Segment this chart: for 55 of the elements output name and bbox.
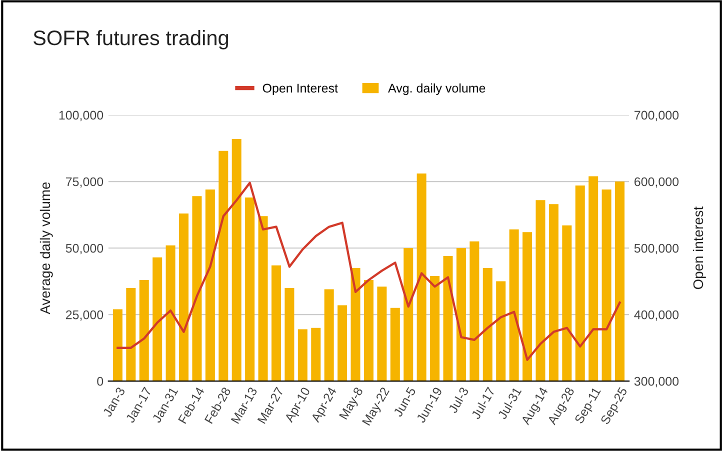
y-tick-label: 75,000 (66, 177, 104, 188)
bar (509, 229, 519, 382)
bar (324, 289, 334, 382)
bar (430, 276, 440, 382)
y-tick-label: 100,000 (59, 110, 104, 122)
bar (338, 305, 348, 382)
bar (588, 176, 598, 382)
bar (350, 268, 360, 382)
bar (416, 174, 426, 382)
y2-tick-label: 500,000 (634, 244, 679, 254)
bar (443, 256, 453, 382)
bar (179, 213, 189, 382)
legend-label: Avg. daily volume (388, 83, 486, 96)
y-tick-label: 50,000 (66, 244, 104, 254)
bar (284, 288, 294, 382)
bar (232, 138, 242, 382)
bar (562, 225, 572, 382)
y2-tick-label: 300,000 (634, 376, 679, 388)
bar (112, 309, 122, 382)
bar (470, 241, 480, 382)
y2-axis-title: Open interest (692, 206, 706, 290)
y-tick-label: 0 (97, 376, 104, 386)
bar (404, 248, 414, 382)
bar (152, 257, 162, 382)
legend-label: Open Interest (262, 84, 338, 96)
bar (245, 197, 255, 382)
bar (192, 196, 202, 382)
bar (364, 280, 374, 382)
y2-tick-label: 700,000 (634, 110, 679, 122)
bar (536, 200, 546, 382)
y2-tick-label: 400,000 (634, 310, 679, 321)
bar (615, 182, 625, 382)
bar (271, 265, 281, 382)
bar (139, 280, 149, 382)
y-tick-label: 25,000 (66, 310, 104, 321)
bar (456, 248, 466, 382)
bar (522, 232, 532, 382)
bar (377, 286, 387, 382)
bar (218, 150, 228, 382)
bar (548, 204, 558, 382)
y2-tick-label: 600,000 (634, 177, 679, 188)
y-axis-title: Average daily volume (40, 182, 53, 314)
chart-title: SOFR futures trading (33, 30, 228, 50)
bar (126, 288, 136, 382)
bar (311, 328, 321, 382)
bar (390, 308, 400, 382)
bar (166, 245, 176, 382)
line-series (116, 182, 621, 361)
bar (575, 186, 585, 382)
bar (482, 268, 492, 382)
bar (298, 329, 308, 382)
bar (602, 190, 612, 382)
bar (205, 190, 215, 382)
bar (258, 216, 268, 382)
bar (496, 281, 506, 382)
